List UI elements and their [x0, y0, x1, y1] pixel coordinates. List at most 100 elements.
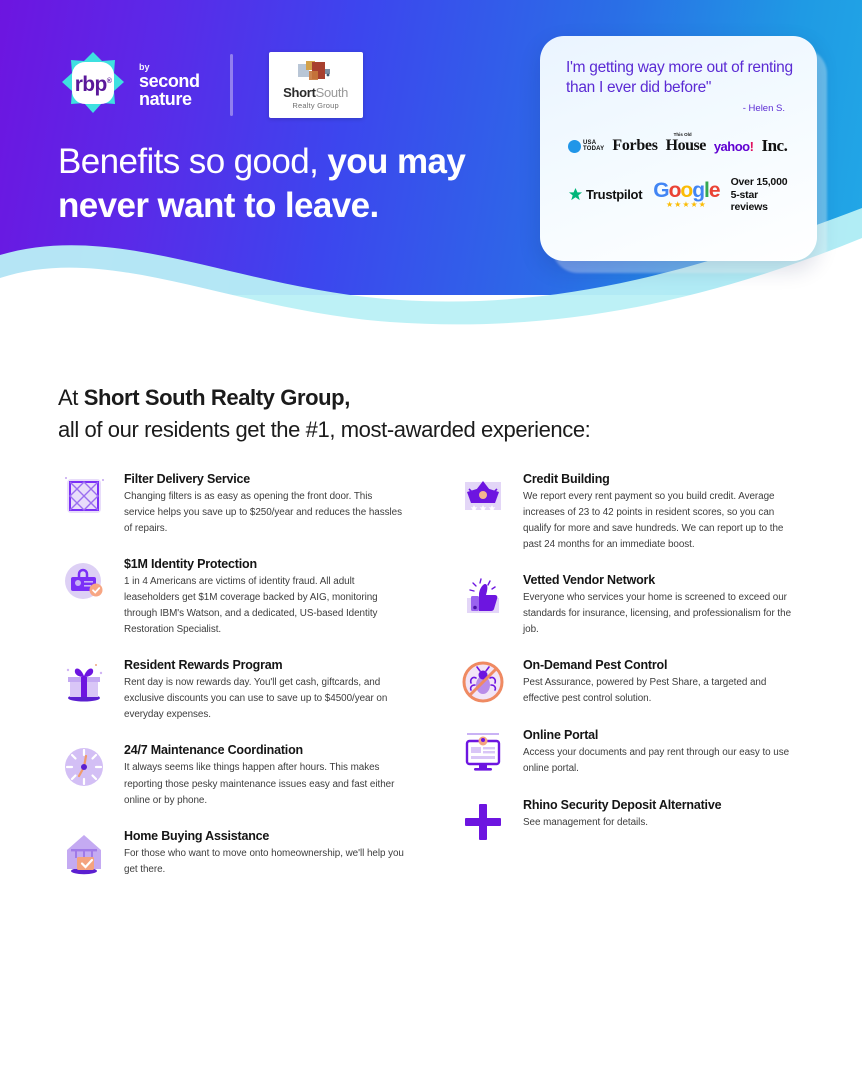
- benefit-title: Filter Delivery Service: [124, 472, 251, 486]
- benefit-description: It always seems like things happen after…: [124, 762, 395, 806]
- benefit-title: Vetted Vendor Network: [523, 573, 655, 588]
- clock-icon: [58, 741, 110, 793]
- hero-title-bold: you may never want to leave.: [58, 142, 466, 226]
- house-check-icon: [58, 827, 110, 879]
- benefit-item: $1M Identity Protection 1 in 4 Americans…: [58, 555, 405, 638]
- benefit-body: Rhino Security Deposit Alternative See m…: [523, 796, 722, 848]
- house-sup-text: This Old: [673, 132, 692, 138]
- monitor-icon: [457, 726, 509, 778]
- benefits-columns: Filter Delivery Service Changing filters…: [58, 470, 804, 897]
- benefit-item: Online Portal Access your documents and …: [457, 726, 804, 778]
- benefit-item: Home Buying Assistance For those who wan…: [58, 827, 405, 879]
- benefit-body: On-Demand Pest Control Pest Assurance, p…: [523, 656, 804, 708]
- benefit-description: Changing filters is as easy as opening t…: [124, 491, 402, 535]
- logo-divider: [229, 54, 233, 116]
- reviews-line2: 5-star reviews: [730, 188, 768, 214]
- crown-stars-icon: [457, 470, 509, 522]
- testimonial-card: I'm getting way more out of renting than…: [540, 36, 817, 261]
- usa-today-text: USA TODAY: [583, 140, 604, 153]
- benefit-body: Vetted Vendor Network Everyone who servi…: [523, 571, 804, 638]
- benefit-body: Credit Building We report every rent pay…: [523, 470, 804, 553]
- realty-subtitle: Realty Group: [292, 101, 339, 110]
- wave-white-decoration: [0, 238, 862, 330]
- google-logo: Google ★★★★★: [653, 179, 720, 210]
- ratings-row: Trustpilot Google ★★★★★ Over 15,000 5-st…: [566, 176, 795, 213]
- benefit-item: Vetted Vendor Network Everyone who servi…: [457, 571, 804, 638]
- hero-title-light: Benefits so good,: [58, 142, 328, 181]
- section-heading: At Short South Realty Group, all of our …: [58, 382, 758, 446]
- benefit-title: On-Demand Pest Control: [523, 658, 668, 673]
- benefit-description: See management for details.: [523, 817, 648, 829]
- benefit-title: Credit Building: [523, 472, 610, 486]
- second-nature-line1: second: [139, 70, 200, 91]
- benefit-body: $1M Identity Protection 1 in 4 Americans…: [124, 555, 405, 638]
- press-logos-row: USA TODAY Forbes This Old House yahoo! In…: [566, 132, 795, 156]
- benefit-item: 24/7 Maintenance Coordination It always …: [58, 741, 405, 808]
- benefit-body: 24/7 Maintenance Coordination It always …: [124, 741, 405, 808]
- benefit-body: Online Portal Access your documents and …: [523, 726, 804, 778]
- benefit-description: Access your documents and pay rent throu…: [523, 747, 790, 775]
- yahoo-logo: yahoo!: [714, 139, 754, 154]
- benefit-description: 1 in 4 Americans are victims of identity…: [124, 576, 378, 636]
- benefit-item: Filter Delivery Service Changing filters…: [58, 470, 405, 537]
- benefit-title: 24/7 Maintenance Coordination: [124, 743, 303, 758]
- by-label: by: [139, 61, 150, 72]
- yahoo-accent: !: [749, 138, 754, 154]
- heading-prefix: At: [58, 385, 84, 410]
- identity-badge-icon: [58, 555, 110, 607]
- benefit-item: Resident Rewards Program Rent day is now…: [58, 656, 405, 723]
- usa-today-dot-icon: [568, 139, 581, 153]
- rbp-wordmark: rbp®: [74, 73, 112, 96]
- usa-today-logo: USA TODAY: [568, 139, 604, 153]
- benefit-title: $1M Identity Protection: [124, 557, 257, 572]
- plus-icon: [457, 796, 509, 848]
- google-stars: ★★★★★: [665, 200, 707, 210]
- logo-row: rbp® by second nature: [58, 46, 363, 124]
- heading-line-2: all of our residents get the #1, most-aw…: [58, 416, 591, 442]
- trustpilot-label: Trustpilot: [586, 187, 643, 203]
- benefit-body: Resident Rewards Program Rent day is now…: [124, 656, 405, 723]
- benefits-column-right: Credit Building We report every rent pay…: [457, 470, 804, 897]
- benefit-item: On-Demand Pest Control Pest Assurance, p…: [457, 656, 804, 708]
- benefit-item: Credit Building We report every rent pay…: [457, 470, 804, 553]
- reviews-count: Over 15,000 5-star reviews: [731, 176, 795, 213]
- second-nature-wordmark: by second nature: [139, 61, 200, 109]
- this-old-house-logo: This Old House: [665, 132, 707, 155]
- hero-title: Benefits so good, you may never want to …: [58, 140, 528, 228]
- google-wordmark: Google: [653, 179, 720, 203]
- filter-icon: [58, 470, 110, 522]
- rbp-logo: rbp®: [58, 50, 128, 120]
- house-label: House: [665, 137, 707, 155]
- no-pest-icon: [457, 656, 509, 708]
- realty-name: ShortSouth: [283, 85, 349, 100]
- benefit-title: Resident Rewards Program: [124, 658, 283, 673]
- usa-today-line2: TODAY: [583, 146, 605, 153]
- benefit-item: Rhino Security Deposit Alternative See m…: [457, 796, 804, 848]
- rbp-burst-icon: [62, 52, 124, 113]
- thumbs-up-icon: [457, 571, 509, 623]
- benefit-title: Online Portal: [523, 728, 599, 743]
- trustpilot-star-icon: [568, 188, 583, 201]
- yahoo-label: yahoo: [713, 138, 750, 154]
- second-nature-line2: nature: [139, 88, 192, 109]
- reviews-line1: Over 15,000: [730, 176, 788, 189]
- heading-company: Short South Realty Group,: [83, 385, 351, 410]
- benefit-description: Everyone who services your home is scree…: [523, 592, 792, 636]
- testimonial-quote: I'm getting way more out of renting than…: [566, 59, 793, 97]
- heading-line-1: At Short South Realty Group,: [58, 382, 758, 414]
- benefit-description: For those who want to move onto homeowne…: [124, 847, 404, 875]
- benefit-description: Rent day is now rewards day. You'll get …: [124, 677, 388, 721]
- realty-squares-icon: [293, 60, 339, 84]
- usa-today-line1: USA: [583, 139, 597, 146]
- benefit-title: Rhino Security Deposit Alternative: [523, 798, 722, 813]
- forbes-logo: Forbes: [612, 137, 658, 155]
- trustpilot-logo: Trustpilot: [568, 187, 643, 203]
- benefit-description: Pest Assurance, powered by Pest Share, a…: [523, 677, 767, 705]
- short-south-realty-logo: ShortSouth Realty Group: [268, 52, 363, 118]
- inc-logo: Inc.: [761, 136, 788, 156]
- gift-icon: [58, 656, 110, 708]
- benefits-column-left: Filter Delivery Service Changing filters…: [58, 470, 405, 897]
- testimonial-attribution: - Helen S.: [742, 103, 785, 115]
- benefit-body: Filter Delivery Service Changing filters…: [124, 470, 405, 537]
